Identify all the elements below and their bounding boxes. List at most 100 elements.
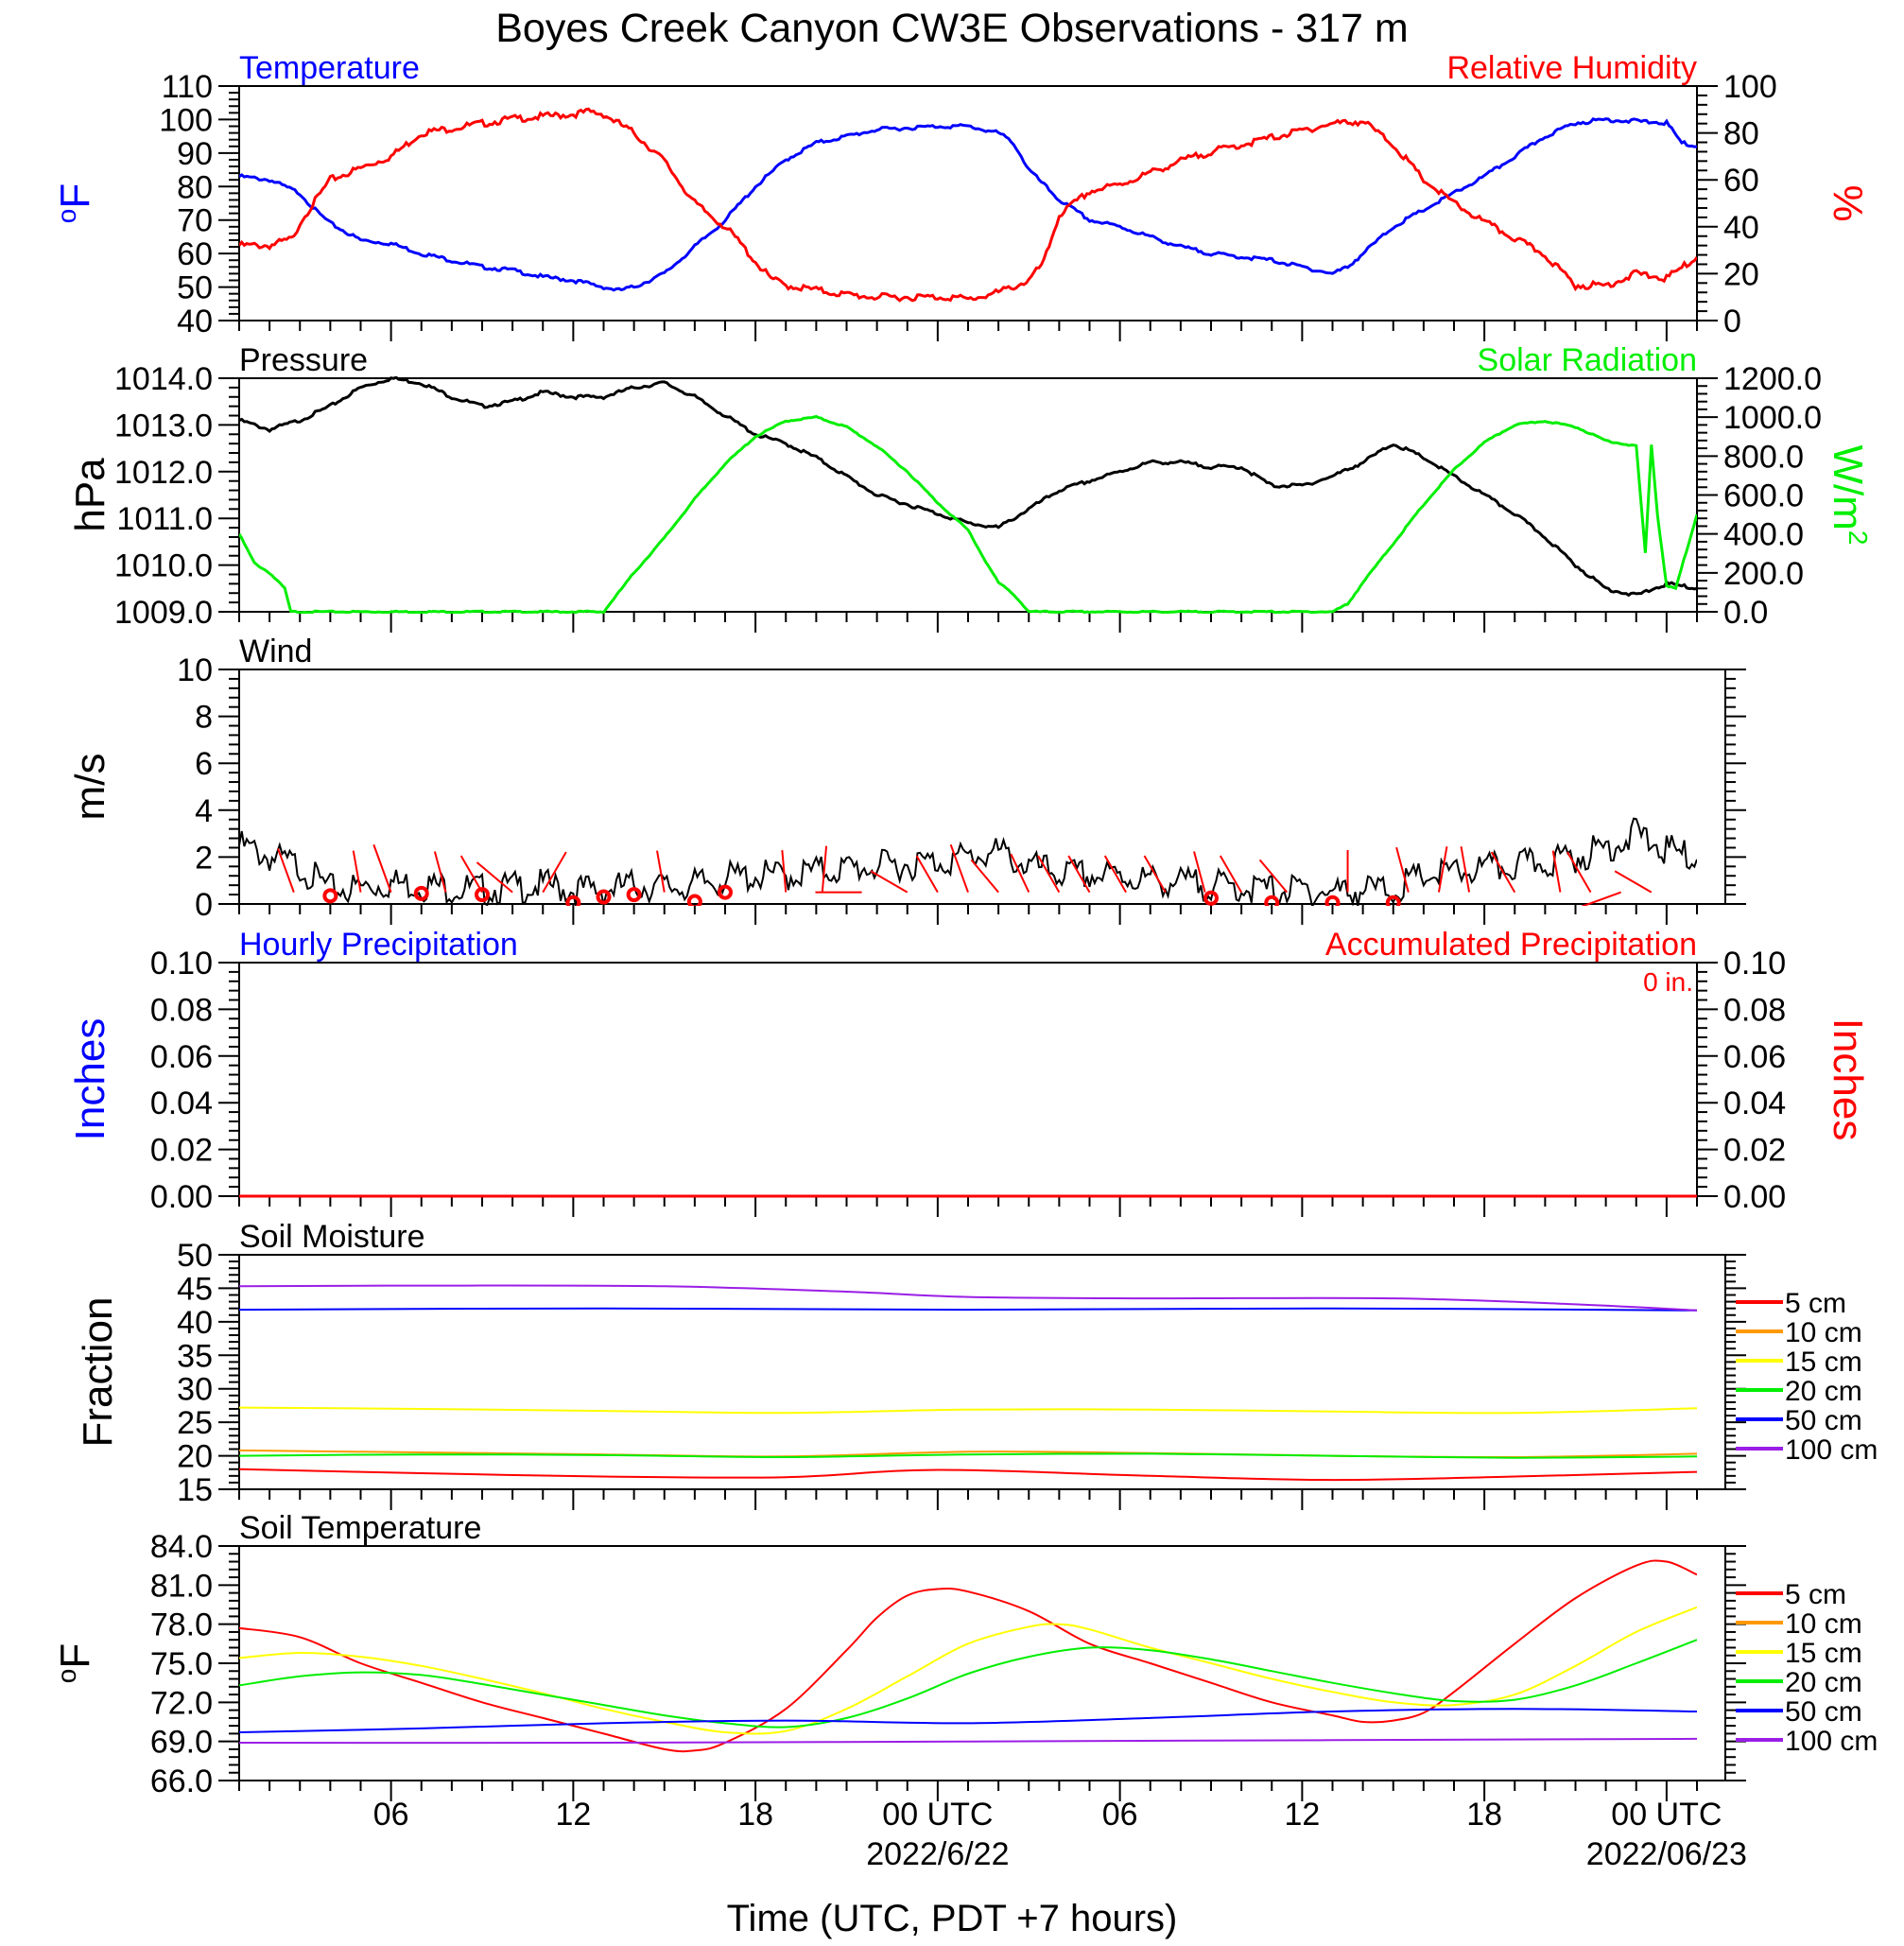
y-right-tick-label: 0.08 [1723,992,1786,1028]
y-tick-label: 4 [195,793,213,829]
wind-barb [1437,846,1448,893]
y-tick-label: 2 [195,840,213,876]
y-right-tick-label: 1000.0 [1723,400,1822,436]
wind-barb [1193,851,1206,893]
panel-right-title: Solar Radiation [1478,342,1697,378]
x-tick-label: 18 [1466,1797,1502,1833]
wind-barb [1490,851,1516,894]
legend-label: 100 cm [1785,1726,1878,1757]
panel-frame [238,377,1698,613]
series-relative-humidity [239,107,1697,303]
series-20-cm [239,1639,1697,1729]
calm-marker [626,887,642,903]
y-right-tick-label: 200.0 [1723,556,1804,592]
y-tick-label: 0.04 [150,1086,213,1121]
x-tick-label: 06 [1102,1797,1138,1833]
panel-wind: 0 2 4 6 8 10 Wind m/s [67,634,1746,925]
y-right-tick-label: 600.0 [1723,478,1804,514]
y-right-tick-label: 100 [1723,69,1777,105]
panel-left-ylabel: hPa [67,458,113,532]
y-tick-label: 1014.0 [114,361,213,397]
panel-right-title: Accumulated Precipitation [1325,927,1697,963]
y-tick-label: 60 [177,236,213,272]
panel-pres_solar: 1009.0 1010.0 1011.0 1012.0 1013.0 1014.0 0.02… [67,342,1873,633]
y-tick-label: 35 [177,1338,213,1374]
panel-left-ylabel: oF [52,183,98,223]
y-tick-label: 8 [195,700,213,736]
y-right-tick-label: 0.02 [1723,1133,1786,1169]
wind-barb [656,850,666,893]
x-tick-label: 00 UTC [882,1797,993,1833]
panel-frame [238,1545,1726,1781]
y-tick-label: 40 [177,304,213,339]
y-right-tick-label: 0.10 [1723,946,1786,982]
panels: 405060708090100110020406080100Temperatur… [52,50,1878,1801]
y-tick-label: 30 [177,1372,213,1408]
legend-label: 50 cm [1785,1405,1862,1436]
legend-label: 15 cm [1785,1638,1862,1669]
legend-label: 10 cm [1785,1317,1862,1348]
y-right-tick-label: 0.00 [1723,1179,1786,1215]
series-temperature [239,117,1697,292]
y-tick-label: 1010.0 [114,548,213,584]
wind-barb [1067,855,1091,894]
y-tick-label: 0.02 [150,1133,213,1169]
series-15-cm [239,1406,1697,1415]
y-tick-label: 0 [195,887,213,923]
panel-precip: 0.00 0.02 0.04 0.06 0.08 0.10 0.00 0.02 0.04 0.06… [67,927,1871,1217]
panel-right-ylabel: Inches [1825,1018,1871,1141]
y-tick-label: 0.10 [150,946,213,982]
legend-label: 100 cm [1785,1434,1878,1466]
legend-label: 20 cm [1785,1667,1862,1698]
wind-barb [1143,855,1167,894]
wind-barb [915,855,939,894]
legend-label: 5 cm [1785,1579,1846,1610]
panel-right-title: Relative Humidity [1446,50,1697,86]
wind-barb [1551,850,1562,893]
wind-barb [1010,853,1030,894]
y-right-tick-label: 40 [1723,210,1759,246]
series-5-cm [239,1468,1697,1482]
wind-barb [459,855,483,894]
x-tick-label: 00 UTC [1611,1797,1722,1833]
calm-marker [718,884,733,900]
calm-marker [686,894,702,906]
panel-data [239,376,1697,614]
calm-marker [413,885,429,901]
y-right-tick-label: 400.0 [1723,517,1804,553]
y-tick-label: 70 [177,203,213,239]
x-tick-label: 06 [373,1797,409,1833]
legend-label: 10 cm [1785,1608,1862,1640]
y-right-tick-label: 800.0 [1723,439,1804,475]
y-tick-label: 90 [177,136,213,172]
wind-barb [781,850,788,893]
panel-soil_temp: 66.069.0 72.075.078.081.084.0 Soil Tempera… [52,1510,1878,1801]
y-tick-label: 45 [177,1271,213,1307]
wind-barb [433,851,447,893]
panel-left-title: Soil Moisture [239,1219,425,1255]
wind-barb [1258,859,1289,894]
y-tick-label: 40 [177,1305,213,1341]
y-tick-label: 100 [159,102,213,138]
wind-barb [1460,846,1471,893]
panel-data [239,107,1697,303]
legend-label: 20 cm [1785,1376,1862,1407]
x-axis-label: Time (UTC, PDT +7 hours) [727,1898,1178,1939]
y-tick-label: 1013.0 [114,408,213,443]
x-date-label: 2022/6/22 [866,1836,1009,1872]
series-50-cm [239,1307,1697,1312]
y-tick-label: 84.0 [150,1529,213,1565]
series-100-cm [239,1284,1697,1312]
panel-left-ylabel: oF [52,1643,98,1683]
y-tick-label: 50 [177,1238,213,1274]
y-tick-label: 69.0 [150,1725,213,1761]
panel-left-title: Wind [239,634,312,669]
y-right-tick-label: 0.04 [1723,1086,1786,1121]
panel-data [239,1284,1697,1482]
panel-right-ylabel: W/m2 [1825,445,1873,546]
y-right-tick-label: 20 [1723,256,1759,292]
panel-right-ylabel: % [1825,184,1871,221]
panel-left-ylabel: Fraction [75,1297,121,1448]
